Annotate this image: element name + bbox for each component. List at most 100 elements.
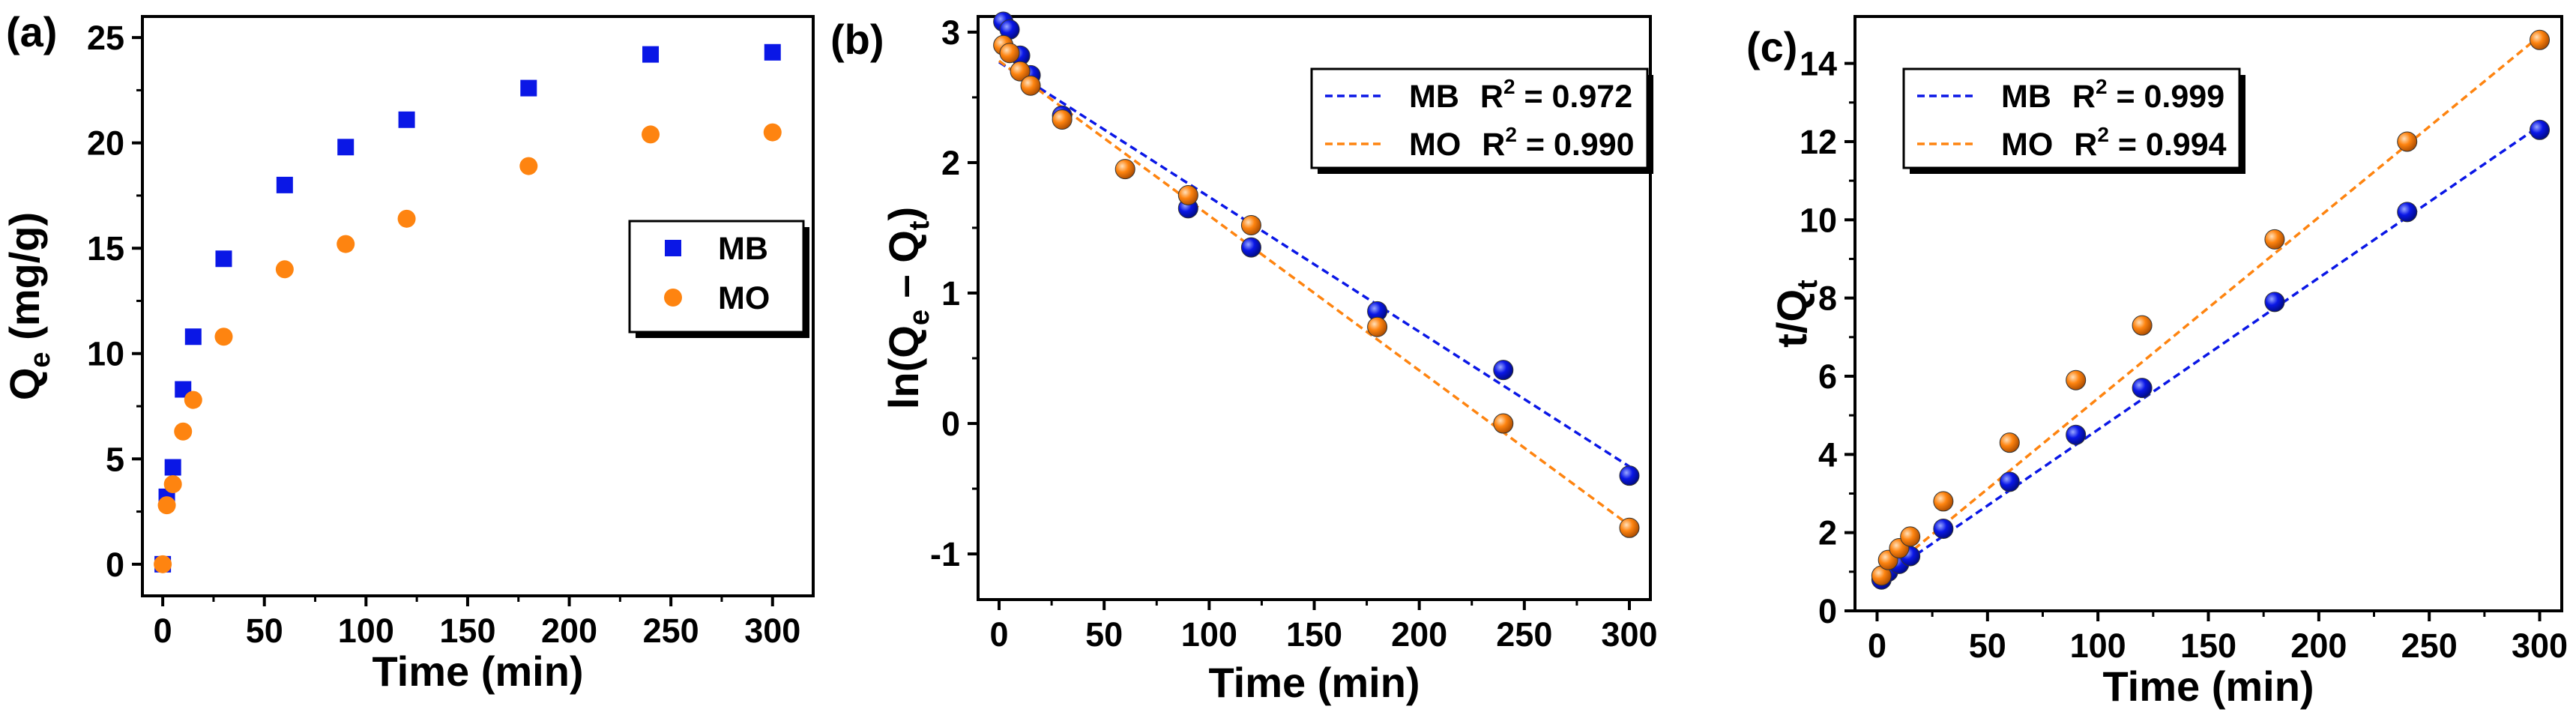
y-tick-label: 12 <box>1800 123 1837 161</box>
data-point-mo <box>157 496 176 515</box>
data-point-mb <box>276 176 293 193</box>
x-tick-label: 0 <box>1868 627 1886 665</box>
data-point-mo <box>1177 184 1198 205</box>
fit-line-mo <box>998 59 1631 527</box>
y-tick-label: 15 <box>87 229 124 268</box>
data-point-mb <box>398 111 415 128</box>
data-point-mo <box>2066 369 2087 390</box>
x-tick-label: 150 <box>2180 627 2236 665</box>
x-tick-label: 100 <box>338 612 394 650</box>
fit-line-mb <box>998 61 1630 468</box>
data-point-mo <box>184 390 202 409</box>
data-point-mb <box>337 139 355 156</box>
y-tick-label: 20 <box>87 124 124 163</box>
data-point-mb <box>764 43 781 61</box>
data-point-mo <box>1619 517 1640 538</box>
x-tick-label: 50 <box>246 612 283 650</box>
x-tick-label: 0 <box>990 615 1009 654</box>
panel-label: (c) <box>1746 23 1797 70</box>
x-tick-label: 0 <box>154 612 172 650</box>
x-tick-label: 300 <box>744 612 800 650</box>
legend-box <box>1310 67 1649 169</box>
x-tick-label: 100 <box>1181 615 1237 654</box>
data-point-mo <box>275 260 294 279</box>
data-point-mo <box>154 555 172 573</box>
data-point-mo <box>163 475 182 494</box>
x-tick-label: 50 <box>1085 615 1123 654</box>
y-tick-label: 1 <box>941 274 960 313</box>
legend-marker-mb <box>665 240 681 256</box>
legend-r-superscript: 2 <box>2097 123 2109 146</box>
legend-series-name: MB <box>2001 79 2051 115</box>
y-axis-title-rest: (mg/g) <box>1 212 48 352</box>
data-point-mo <box>1240 214 1261 235</box>
x-tick-label: 250 <box>643 612 699 650</box>
data-point-mo <box>1010 61 1031 82</box>
legend-label-mo: MO R2 = 0.994 <box>2001 123 2227 163</box>
y-tick-label: 25 <box>87 19 124 57</box>
data-point-mo <box>337 235 355 253</box>
legend-r-symbol: R <box>1482 127 1505 163</box>
data-point-mo <box>1999 432 2020 453</box>
y-tick-label: 2 <box>1818 514 1837 552</box>
panel-c: 0 50 100 150 200 250 300 0 2 4 6 8 10 12 14(c) Time (mi… <box>1746 15 2568 710</box>
y-tick-label: 0 <box>1818 592 1837 630</box>
data-point-mb <box>1999 471 2020 492</box>
y-tick-label: 5 <box>106 440 124 478</box>
data-point-mb <box>1619 465 1640 486</box>
x-tick-label: 200 <box>2290 627 2347 665</box>
y-tick-label: 14 <box>1800 45 1837 83</box>
y-axis-title-mid: – Q <box>880 230 927 310</box>
panel-b: 0 50 100 150 200 250 300 -1 0 1 2 3 (b) Time (min) ln(… <box>830 11 1658 706</box>
x-tick-label: 200 <box>541 612 597 650</box>
data-point-mo <box>2530 29 2551 50</box>
x-tick-label: 250 <box>2401 627 2458 665</box>
y-tick-label: 2 <box>941 144 960 182</box>
data-point-mb <box>2132 378 2153 399</box>
data-point-mb <box>215 250 232 268</box>
data-point-mb <box>2530 119 2551 140</box>
data-point-mb <box>1493 360 1514 381</box>
panel-label: (a) <box>6 8 57 55</box>
y-axis-title-sub: e <box>904 310 935 325</box>
y-axis-title-main: t/Q <box>1768 289 1815 348</box>
y-axis-title-sub: e <box>25 352 56 367</box>
legend-label-mb: MB R2 = 0.999 <box>2001 75 2224 115</box>
y-tick-label: 6 <box>1818 358 1837 396</box>
y-tick-label: 4 <box>1818 435 1837 474</box>
legend-r2-value: = 0.999 <box>2108 79 2225 115</box>
data-point-mb <box>184 328 202 346</box>
data-point-mo <box>2132 315 2153 336</box>
x-tick-label: 150 <box>1286 615 1342 654</box>
y-tick-label: 10 <box>1800 201 1837 239</box>
data-point-mo <box>397 209 416 228</box>
y-tick-label: -1 <box>930 535 960 573</box>
legend-marker-mo <box>664 289 682 307</box>
fit-line-mb <box>1876 124 2541 583</box>
x-axis-title: Time (min) <box>2102 663 2314 710</box>
x-tick-label: 200 <box>1391 615 1447 654</box>
data-point-mb <box>642 46 660 63</box>
y-axis-title-rest: ) <box>880 207 927 221</box>
data-point-mo <box>1493 413 1514 434</box>
legend-r-superscript: 2 <box>1505 123 1517 146</box>
y-tick-label: 8 <box>1818 280 1837 318</box>
plot-frame <box>141 15 815 597</box>
x-axis-title: Time (min) <box>372 648 583 695</box>
legend-box <box>1902 67 2241 169</box>
y-axis-title: Qe (mg/g) <box>1 212 56 400</box>
data-point-mb <box>1240 237 1261 258</box>
y-axis-title-sub: t <box>1792 280 1824 289</box>
y-tick-label: 3 <box>941 13 960 52</box>
x-tick-label: 300 <box>2512 627 2568 665</box>
x-tick-label: 100 <box>2070 627 2126 665</box>
legend-r-symbol: R <box>1480 79 1503 115</box>
panel-a: 0 50 100 150 200 250 300 0 5 10 15 20 25 (a) Time (min… <box>1 8 815 695</box>
panel-label: (b) <box>830 16 884 63</box>
legend-label-mo: MO R2 = 0.990 <box>1409 123 1635 163</box>
data-point-mb <box>2397 202 2418 223</box>
y-axis-title-main: Q <box>1 368 48 401</box>
data-point-mb <box>2066 424 2087 445</box>
legend-series-name: MO <box>2001 127 2053 163</box>
